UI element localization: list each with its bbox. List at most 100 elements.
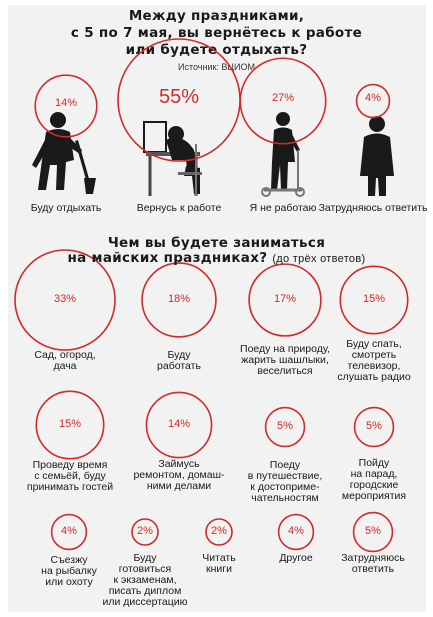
category-label-line: Я не работаю (249, 202, 317, 214)
value-label: 15% (58, 418, 82, 430)
category-label-line: писать диплом (108, 585, 182, 597)
bubble-6 (145, 391, 213, 459)
bubbles-question-2 (14, 249, 409, 553)
bubble-12 (277, 513, 315, 551)
category-label: Съезжу на рыбалку или охоту (41, 555, 97, 588)
category-label-line: телевизор, (347, 360, 401, 372)
category-label-line: книги (206, 563, 232, 575)
category-label-line: веселиться (257, 365, 313, 377)
bubble-5 (35, 390, 105, 460)
category-label-line: Буду отдыхать (30, 202, 102, 214)
category-label: Пойду на парад, городские мероприятия (342, 458, 406, 502)
category-label-line: на парад, (350, 468, 398, 480)
section2-title-line-2: на майских праздниках? (до трёх ответов) (0, 251, 433, 267)
value-label: 14% (167, 418, 191, 430)
source-note: Источник: ВЦИОМ (177, 62, 256, 72)
value-label: 4% (365, 92, 381, 104)
person-with-scooter-icon (261, 112, 305, 197)
category-label: Я не работаю (250, 203, 317, 214)
value-label: 5% (277, 420, 293, 432)
category-label-line: принимать гостей (26, 481, 114, 493)
category-label-line: или диссертацию (102, 596, 188, 608)
category-label-line: Читать (202, 552, 236, 564)
value-label: 5% (365, 525, 381, 537)
bubble-4 (355, 83, 391, 119)
category-label: Вернусь к работе (137, 203, 222, 214)
section2-note: (до трёх ответов) (272, 253, 366, 265)
category-label-line: Затрудняюсь (341, 552, 405, 564)
category-label-line: в путешествие, (247, 470, 323, 482)
bubble-4 (339, 265, 409, 335)
category-label-line: или охоту (45, 576, 93, 588)
category-label: Буду работать (157, 350, 201, 372)
bubble-10 (131, 518, 159, 546)
category-label: Читать книги (202, 553, 235, 575)
bubble-8 (353, 406, 395, 448)
category-label-line: смотреть (351, 349, 397, 361)
category-label: Поеду в путешествие, к достоприме-чательно… (248, 460, 322, 504)
bubble-2 (141, 262, 217, 338)
category-label-line: Буду (167, 349, 191, 361)
category-label-line: на рыбалку (41, 565, 97, 577)
category-label-line: Буду спать, (346, 338, 402, 350)
value-label: 18% (167, 293, 191, 305)
category-label-line: Затрудняюсь ответить (318, 202, 428, 214)
bubble-7 (264, 406, 306, 448)
value-label: 5% (366, 420, 382, 432)
bubble-1 (14, 249, 116, 351)
value-label: 4% (61, 525, 77, 537)
category-label-line: ними делами (146, 480, 212, 492)
category-label: Займусь ремонтом, домаш-ними делами (133, 459, 224, 492)
category-label-line: с семьёй, буду (34, 470, 106, 482)
category-label-line: Займусь (158, 458, 200, 470)
category-label-line: Поеду (269, 459, 301, 471)
category-label: Затрудняюсь ответить (341, 553, 405, 575)
bubble-1 (34, 74, 98, 138)
category-label-line: к экзаменам, (113, 574, 177, 586)
bubble-9 (50, 513, 88, 551)
category-label: Буду отдыхать (31, 203, 102, 214)
section2-title-line-1: Чем вы будете заниматься (107, 235, 326, 251)
category-label-line: чательностям (251, 492, 319, 504)
value-label: 2% (137, 525, 153, 537)
value-label: 55% (158, 86, 200, 108)
category-label-line: готовиться (118, 563, 172, 575)
category-label-line: жарить шашлыки, (241, 354, 329, 366)
category-label-line: работать (157, 360, 201, 372)
bubble-3 (239, 57, 327, 145)
value-label: 14% (54, 97, 78, 109)
value-label: 33% (53, 293, 77, 305)
category-label: Поеду на природу, жарить шашлыки, веселить… (240, 344, 330, 377)
title-line-2: с 5 по 7 мая, вы вернётесь к работе (70, 25, 363, 41)
category-label: Буду готовиться к экзаменам, писать диплом и… (103, 553, 188, 608)
bubble-11 (205, 518, 233, 546)
standing-person-icon (360, 116, 394, 196)
title-line-1: Между праздниками, (128, 8, 305, 24)
value-label: 2% (211, 525, 227, 537)
bubble-3 (248, 263, 322, 337)
category-label-line: мероприятия (341, 490, 407, 502)
category-label-line: ответить (351, 563, 395, 575)
category-label-line: ремонтом, домаш- (133, 469, 225, 481)
value-label: 27% (271, 92, 295, 104)
value-label: 15% (362, 293, 386, 305)
category-label: Буду спать, смотреть телевизор, слушать рад… (337, 339, 410, 383)
poster-background (8, 5, 426, 612)
bubbles-question-1 (34, 38, 391, 162)
category-label: Сад, огород, дача (34, 350, 95, 372)
person-with-shovel-icon (32, 112, 96, 194)
category-label-line: городские (349, 479, 399, 491)
section2-title-main: на майских праздниках? (67, 250, 268, 266)
category-label-line: слушать радио (337, 371, 411, 383)
category-label: Другое (279, 553, 312, 564)
value-label: 17% (273, 293, 297, 305)
category-label: Затрудняюсь ответить (319, 203, 428, 214)
title-line-3: или будете отдыхать? (125, 42, 308, 58)
value-label: 4% (288, 525, 304, 537)
category-label-line: Съезжу (50, 554, 88, 566)
category-label: Проведу время с семьёй, буду принимать гос… (27, 460, 113, 493)
category-label-line: Вернусь к работе (136, 202, 222, 214)
category-label-line: Проведу время (32, 459, 108, 471)
